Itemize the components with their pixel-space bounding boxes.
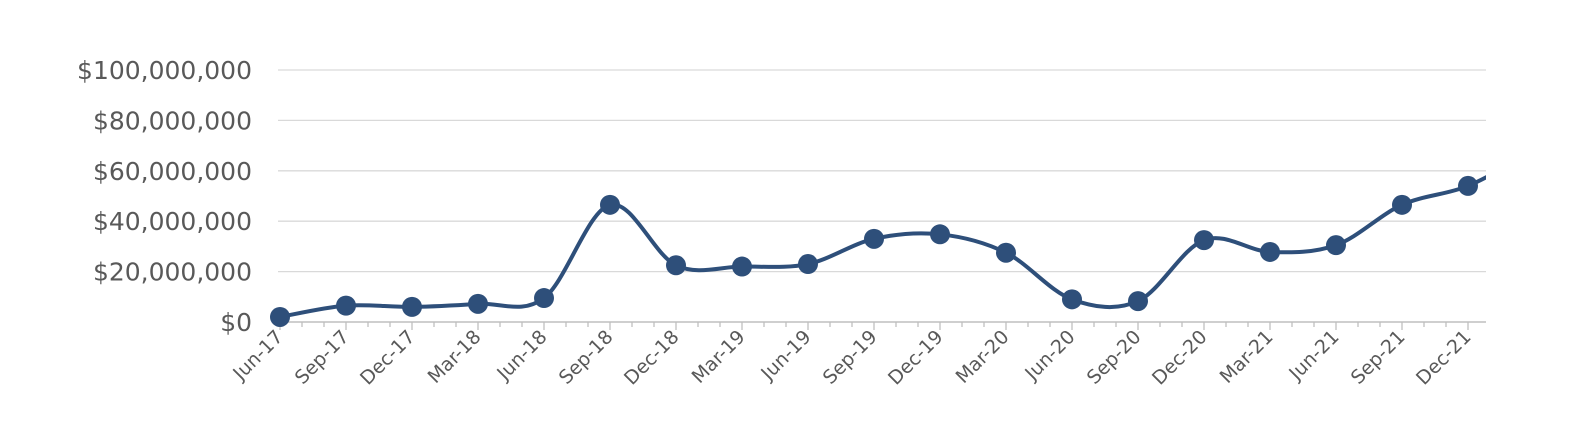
x-tick-label: Mar-19 (688, 326, 750, 388)
gridlines (278, 69, 1486, 273)
x-tick-label: Jun-18 (492, 326, 551, 385)
x-tick-label: Sep-19 (819, 326, 882, 389)
x-tick-label: Dec-20 (1148, 326, 1212, 390)
x-tick-label: Mar-21 (1216, 326, 1278, 388)
y-tick-label: $100,000,000 (77, 56, 252, 85)
x-tick-label: Sep-21 (1347, 326, 1410, 389)
x-tick-label: Jun-21 (1284, 326, 1343, 385)
series (270, 175, 1486, 327)
x-tick-label: Dec-18 (620, 326, 684, 390)
x-tick-label: Mar-20 (952, 326, 1014, 388)
data-point (534, 288, 554, 309)
data-point (270, 306, 290, 327)
x-tick-label: Jun-19 (756, 326, 815, 385)
data-point (1326, 235, 1346, 256)
x-tick-label: Sep-18 (555, 326, 618, 389)
x-tick-label: Jun-20 (1020, 326, 1079, 385)
data-point (1260, 241, 1280, 262)
x-tick-label: Dec-17 (356, 326, 420, 390)
x-tick-label: Sep-20 (1083, 326, 1146, 389)
x-axis: Jun-17 Sep-17 Dec-17 Mar-18 Jun-18 Sep-18 Dec-… (228, 321, 1486, 390)
y-tick-label: $60,000,000 (93, 157, 252, 186)
data-point (666, 255, 686, 276)
series-line (278, 175, 1486, 319)
data-point (798, 254, 818, 275)
data-point (1062, 289, 1082, 310)
x-tick-label: Dec-19 (884, 326, 948, 390)
data-point (1128, 291, 1148, 312)
y-tick-label: $0 (220, 308, 252, 337)
x-tick-label: Sep-17 (291, 326, 354, 389)
y-tick-label: $80,000,000 (93, 106, 252, 135)
x-tick-label: Dec-21 (1412, 326, 1476, 390)
data-point (600, 194, 620, 215)
data-point (864, 228, 884, 249)
data-point (1392, 194, 1412, 215)
x-tick-label: Mar-18 (424, 326, 486, 388)
data-point (468, 293, 488, 314)
data-point (336, 295, 356, 316)
data-point (930, 224, 950, 245)
y-axis: $0 $20,000,000 $40,000,000 $60,000,000 $80,0… (77, 56, 252, 337)
data-point (1194, 230, 1214, 251)
data-point (1458, 175, 1478, 196)
y-tick-label: $40,000,000 (93, 207, 252, 236)
data-point (996, 242, 1016, 263)
data-point (402, 296, 422, 317)
data-point (732, 256, 752, 277)
y-tick-label: $20,000,000 (93, 258, 252, 287)
